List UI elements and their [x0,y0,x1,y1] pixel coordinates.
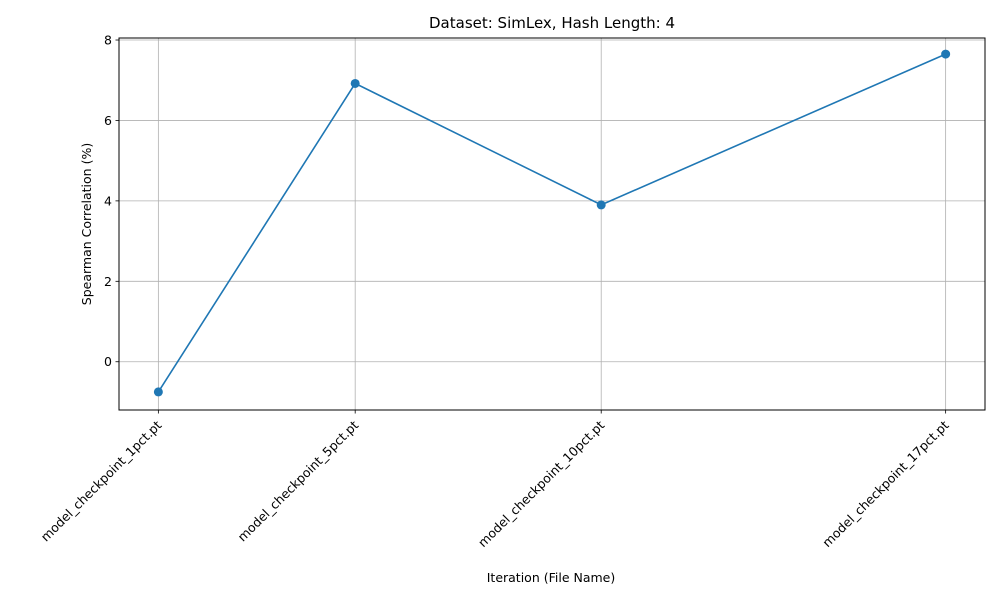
grid [119,38,985,410]
series [153,49,951,397]
y-tick-label: 2 [104,274,112,289]
data-point [941,49,951,59]
chart-title: Dataset: SimLex, Hash Length: 4 [429,14,675,32]
y-tick-label: 4 [104,193,112,208]
data-point [153,387,163,397]
data-point [596,200,606,210]
data-point [350,78,360,88]
y-axis-title: Spearman Correlation (%) [79,143,94,305]
plot-area-frame [118,37,986,411]
y-tick-label: 6 [104,113,112,128]
y-tick-label: 8 [104,33,112,48]
y-tick-label: 0 [104,354,112,369]
series-line [157,53,946,393]
x-axis-title: Iteration (File Name) [487,570,616,585]
